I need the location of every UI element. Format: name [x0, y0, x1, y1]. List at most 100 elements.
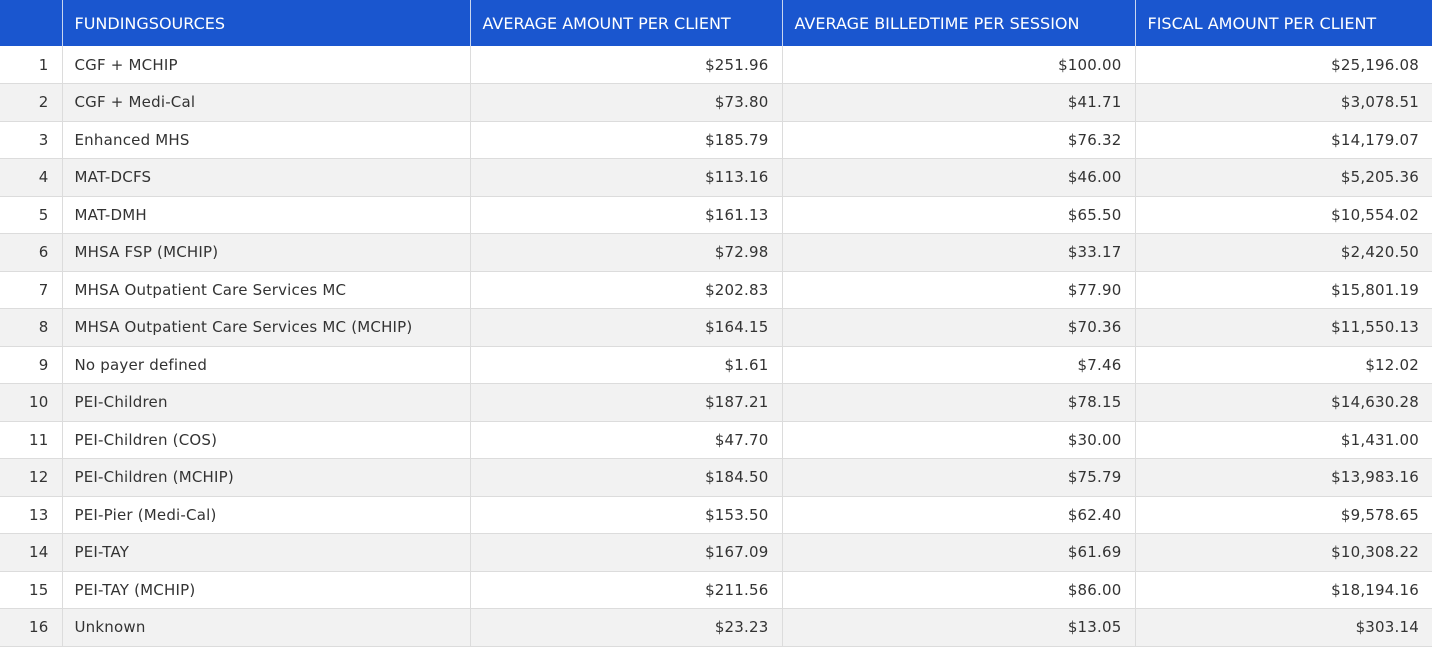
- table-row[interactable]: 7 MHSA Outpatient Care Services MC $202.83…: [0, 271, 1432, 309]
- funding-source-cell: No payer defined: [62, 346, 471, 384]
- fiscal-amount-cell: $14,179.07: [1135, 121, 1432, 159]
- avg-billedtime-cell: $62.40: [782, 496, 1136, 534]
- avg-amount-cell: $185.79: [470, 121, 783, 159]
- avg-amount-cell: $184.50: [470, 458, 783, 497]
- table-row[interactable]: 13 PEI-Pier (Medi-Cal) $153.50 $62.40 $9,578…: [0, 496, 1432, 534]
- funding-source-cell: Unknown: [62, 608, 471, 647]
- funding-source-cell: Enhanced MHS: [62, 121, 471, 159]
- header-fiscal-amount-per-client[interactable]: FISCAL AMOUNT PER CLIENT: [1135, 0, 1432, 46]
- avg-billedtime-cell: $65.50: [782, 196, 1136, 234]
- avg-amount-cell: $187.21: [470, 383, 783, 422]
- avg-amount-cell: $202.83: [470, 271, 783, 309]
- row-index-cell: 9: [0, 346, 63, 384]
- fiscal-amount-cell: $13,983.16: [1135, 458, 1432, 497]
- avg-billedtime-cell: $33.17: [782, 233, 1136, 272]
- row-index-cell: 3: [0, 121, 63, 159]
- avg-amount-cell: $251.96: [470, 46, 783, 84]
- header-avg-amount-per-client[interactable]: AVERAGE AMOUNT PER CLIENT: [470, 0, 783, 46]
- fiscal-amount-cell: $2,420.50: [1135, 233, 1432, 272]
- funding-source-cell: PEI-TAY: [62, 533, 471, 572]
- funding-source-cell: MHSA Outpatient Care Services MC: [62, 271, 471, 309]
- avg-amount-cell: $23.23: [470, 608, 783, 647]
- table-row[interactable]: 11 PEI-Children (COS) $47.70 $30.00 $1,431.0…: [0, 421, 1432, 459]
- funding-source-cell: PEI-Children (MCHIP): [62, 458, 471, 497]
- funding-source-cell: PEI-TAY (MCHIP): [62, 571, 471, 609]
- avg-billedtime-cell: $70.36: [782, 308, 1136, 347]
- table-row[interactable]: 8 MHSA Outpatient Care Services MC (MCHIP…: [0, 308, 1432, 347]
- avg-amount-cell: $47.70: [470, 421, 783, 459]
- fiscal-amount-cell: $303.14: [1135, 608, 1432, 647]
- header-funding-sources[interactable]: FUNDINGSOURCES: [62, 0, 471, 46]
- row-index-cell: 10: [0, 383, 63, 422]
- header-avg-billedtime-per-session[interactable]: AVERAGE BILLEDTIME PER SESSION: [782, 0, 1136, 46]
- fiscal-amount-cell: $15,801.19: [1135, 271, 1432, 309]
- row-index-cell: 2: [0, 83, 63, 122]
- row-index-cell: 14: [0, 533, 63, 572]
- row-index-cell: 11: [0, 421, 63, 459]
- avg-billedtime-cell: $86.00: [782, 571, 1136, 609]
- fiscal-amount-cell: $14,630.28: [1135, 383, 1432, 422]
- table-row[interactable]: 9 No payer defined $1.61 $7.46 $12.02: [0, 346, 1432, 384]
- header-index: [0, 0, 63, 46]
- avg-billedtime-cell: $7.46: [782, 346, 1136, 384]
- table-row[interactable]: 15 PEI-TAY (MCHIP) $211.56 $86.00 $18,194.16: [0, 571, 1432, 609]
- row-index-cell: 1: [0, 46, 63, 84]
- table-row[interactable]: 6 MHSA FSP (MCHIP) $72.98 $33.17 $2,420.50: [0, 233, 1432, 272]
- avg-billedtime-cell: $41.71: [782, 83, 1136, 122]
- avg-billedtime-cell: $77.90: [782, 271, 1136, 309]
- table-row[interactable]: 4 MAT-DCFS $113.16 $46.00 $5,205.36: [0, 158, 1432, 197]
- row-index-cell: 8: [0, 308, 63, 347]
- avg-amount-cell: $211.56: [470, 571, 783, 609]
- row-index-cell: 5: [0, 196, 63, 234]
- fiscal-amount-cell: $3,078.51: [1135, 83, 1432, 122]
- table-row[interactable]: 5 MAT-DMH $161.13 $65.50 $10,554.02: [0, 196, 1432, 234]
- avg-billedtime-cell: $100.00: [782, 46, 1136, 84]
- fiscal-amount-cell: $11,550.13: [1135, 308, 1432, 347]
- row-index-cell: 12: [0, 458, 63, 497]
- funding-source-cell: MAT-DCFS: [62, 158, 471, 197]
- table-row[interactable]: 1 CGF + MCHIP $251.96 $100.00 $25,196.08: [0, 46, 1432, 84]
- row-index-cell: 15: [0, 571, 63, 609]
- avg-billedtime-cell: $30.00: [782, 421, 1136, 459]
- row-index-cell: 7: [0, 271, 63, 309]
- row-index-cell: 4: [0, 158, 63, 197]
- funding-source-cell: MAT-DMH: [62, 196, 471, 234]
- avg-amount-cell: $161.13: [470, 196, 783, 234]
- table-row[interactable]: 2 CGF + Medi-Cal $73.80 $41.71 $3,078.51: [0, 83, 1432, 122]
- funding-source-cell: MHSA FSP (MCHIP): [62, 233, 471, 272]
- fiscal-amount-cell: $25,196.08: [1135, 46, 1432, 84]
- fiscal-amount-cell: $5,205.36: [1135, 158, 1432, 197]
- fiscal-amount-cell: $1,431.00: [1135, 421, 1432, 459]
- funding-source-cell: PEI-Pier (Medi-Cal): [62, 496, 471, 534]
- avg-amount-cell: $113.16: [470, 158, 783, 197]
- avg-amount-cell: $1.61: [470, 346, 783, 384]
- table-row[interactable]: 3 Enhanced MHS $185.79 $76.32 $14,179.07: [0, 121, 1432, 159]
- avg-billedtime-cell: $75.79: [782, 458, 1136, 497]
- table-row[interactable]: 10 PEI-Children $187.21 $78.15 $14,630.28: [0, 383, 1432, 422]
- table-row[interactable]: 14 PEI-TAY $167.09 $61.69 $10,308.22: [0, 533, 1432, 572]
- avg-amount-cell: $164.15: [470, 308, 783, 347]
- avg-billedtime-cell: $46.00: [782, 158, 1136, 197]
- funding-source-cell: PEI-Children (COS): [62, 421, 471, 459]
- table-row[interactable]: 16 Unknown $23.23 $13.05 $303.14: [0, 608, 1432, 647]
- fiscal-amount-cell: $18,194.16: [1135, 571, 1432, 609]
- header-row: FUNDINGSOURCES AVERAGE AMOUNT PER CLIENT…: [0, 0, 1432, 46]
- fiscal-amount-cell: $9,578.65: [1135, 496, 1432, 534]
- avg-billedtime-cell: $76.32: [782, 121, 1136, 159]
- fiscal-amount-cell: $10,308.22: [1135, 533, 1432, 572]
- row-index-cell: 13: [0, 496, 63, 534]
- table-body: 1 CGF + MCHIP $251.96 $100.00 $25,196.08 2 CGF…: [0, 46, 1432, 647]
- table-row[interactable]: 12 PEI-Children (MCHIP) $184.50 $75.79 $13,9…: [0, 458, 1432, 497]
- avg-amount-cell: $73.80: [470, 83, 783, 122]
- fiscal-amount-cell: $12.02: [1135, 346, 1432, 384]
- funding-source-cell: CGF + Medi-Cal: [62, 83, 471, 122]
- avg-billedtime-cell: $61.69: [782, 533, 1136, 572]
- funding-source-cell: PEI-Children: [62, 383, 471, 422]
- row-index-cell: 6: [0, 233, 63, 272]
- avg-amount-cell: $72.98: [470, 233, 783, 272]
- fiscal-amount-cell: $10,554.02: [1135, 196, 1432, 234]
- avg-amount-cell: $167.09: [470, 533, 783, 572]
- row-index-cell: 16: [0, 608, 63, 647]
- funding-source-cell: MHSA Outpatient Care Services MC (MCHIP): [62, 308, 471, 347]
